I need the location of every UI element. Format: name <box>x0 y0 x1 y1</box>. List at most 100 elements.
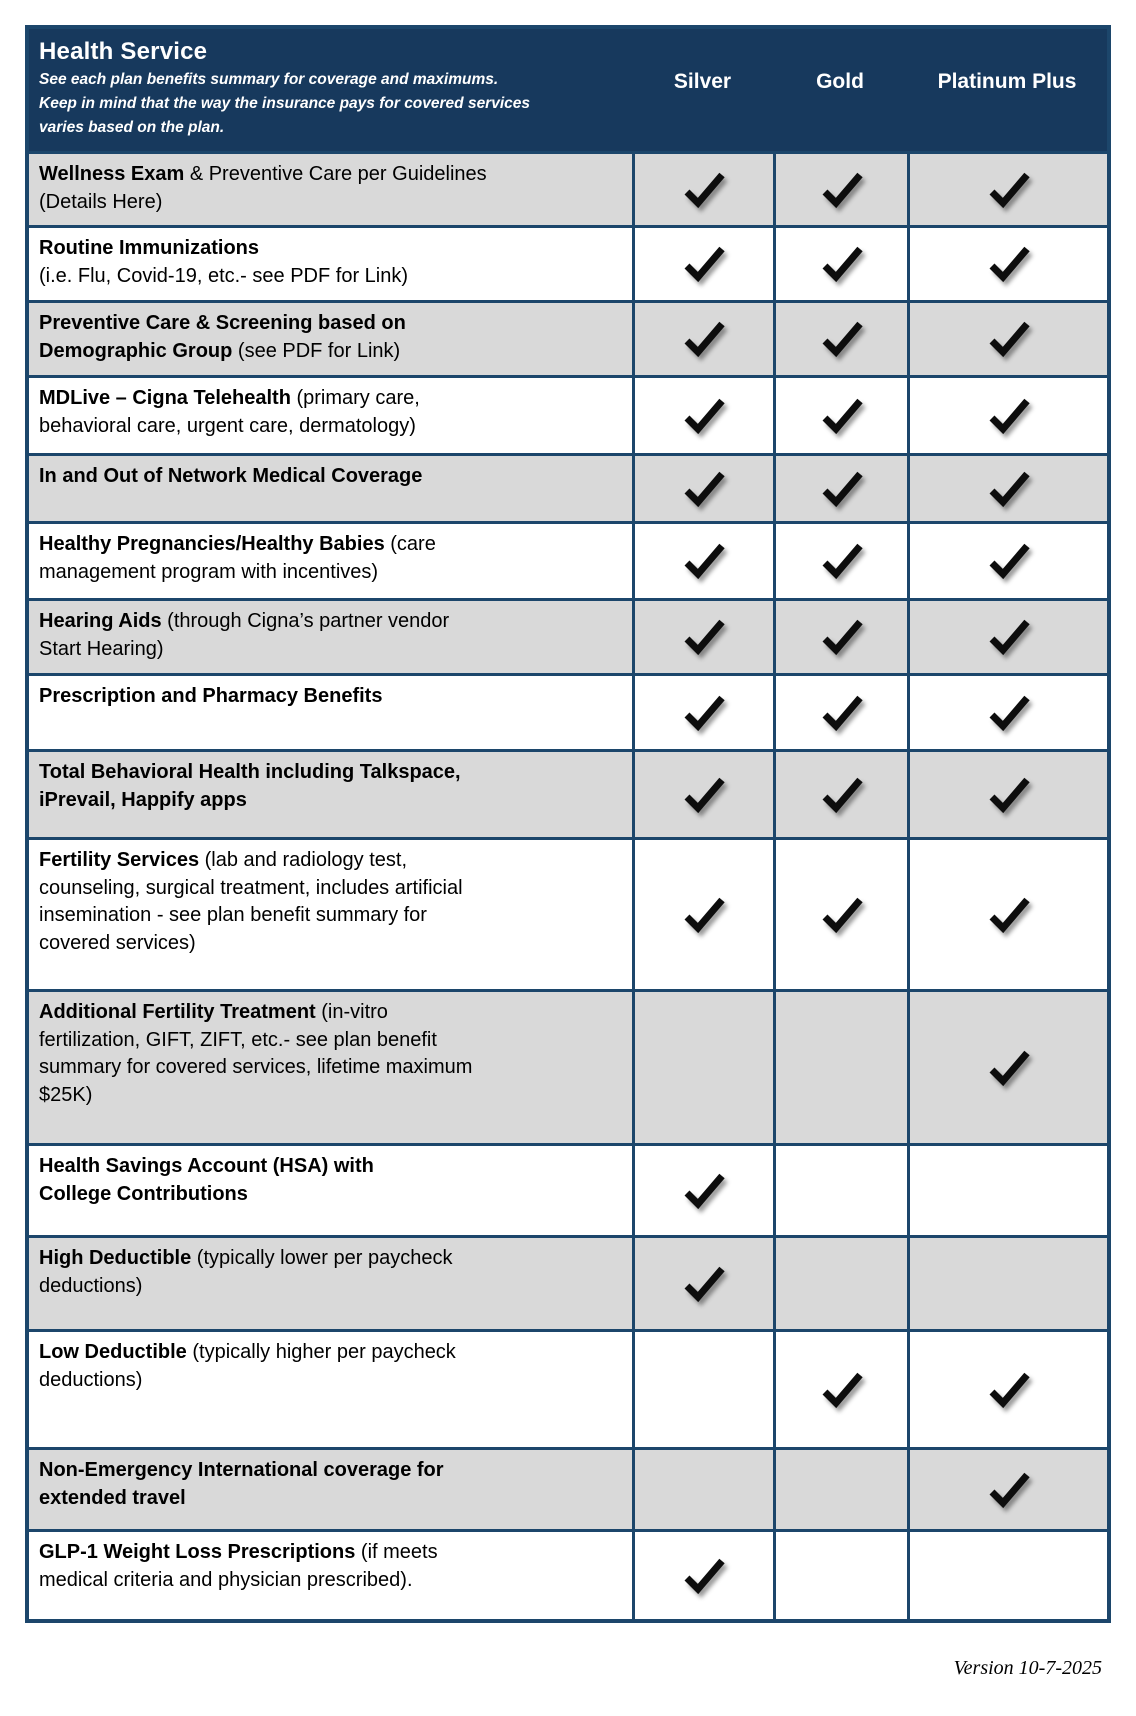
check-icon <box>819 693 865 733</box>
silver-cell <box>632 524 773 598</box>
platinum-plus-cell <box>907 1532 1107 1619</box>
service-name-detail: (care management program with incentives… <box>39 533 436 583</box>
page: Health Service See each plan benefits su… <box>25 25 1136 1680</box>
service-name-detail: (through Cigna’s partner vendor Start He… <box>39 610 450 660</box>
version-label: Version 10-7-2025 <box>953 1657 1102 1679</box>
check-icon <box>986 1048 1032 1088</box>
table-row: Health Savings Account (HSA) with Colleg… <box>29 1143 1107 1235</box>
check-icon <box>681 1171 727 1211</box>
platinum-plus-cell <box>907 676 1107 749</box>
table-row: GLP-1 Weight Loss Prescriptions (if meet… <box>29 1529 1107 1619</box>
gold-cell <box>773 992 907 1143</box>
table-row: High Deductible (typically lower per pay… <box>29 1235 1107 1329</box>
check-icon <box>986 396 1032 436</box>
service-name-cell: Health Savings Account (HSA) with Colleg… <box>29 1146 632 1235</box>
platinum-plus-cell <box>907 992 1107 1143</box>
check-icon <box>986 1470 1032 1510</box>
column-header-gold: Gold <box>816 70 864 93</box>
check-icon <box>986 319 1032 359</box>
silver-cell <box>632 154 773 225</box>
service-name-cell: Fertility Services (lab and radiology te… <box>29 840 632 989</box>
gold-cell <box>773 1238 907 1329</box>
service-name-detail: (if meets medical criteria and physician… <box>39 1541 438 1591</box>
check-icon <box>986 541 1032 581</box>
check-icon <box>681 170 727 210</box>
service-name-detail: (typically higher per paycheck deduction… <box>39 1341 456 1391</box>
table-row: Prescription and Pharmacy Benefits <box>29 673 1107 749</box>
table-row: Fertility Services (lab and radiology te… <box>29 837 1107 989</box>
table-row: Non-Emergency International coverage for… <box>29 1447 1107 1529</box>
check-icon <box>681 469 727 509</box>
table-row: Healthy Pregnancies/Healthy Babies (care… <box>29 521 1107 598</box>
column-header-platinum-plus: Platinum Plus <box>937 70 1077 93</box>
table-row: Preventive Care & Screening based on Dem… <box>29 300 1107 375</box>
check-icon <box>986 775 1032 815</box>
gold-cell <box>773 154 907 225</box>
gold-cell <box>773 676 907 749</box>
service-name-cell: High Deductible (typically lower per pay… <box>29 1238 632 1329</box>
service-name-cell: Prescription and Pharmacy Benefits <box>29 676 632 749</box>
platinum-plus-cell <box>907 303 1107 375</box>
service-name-cell: MDLive – Cigna Telehealth (primary care,… <box>29 378 632 453</box>
platinum-plus-cell <box>907 524 1107 598</box>
check-icon <box>819 469 865 509</box>
check-icon <box>681 1264 727 1304</box>
platinum-plus-cell <box>907 1146 1107 1235</box>
platinum-plus-cell <box>907 378 1107 453</box>
check-icon <box>986 469 1032 509</box>
check-icon <box>986 244 1032 284</box>
silver-cell <box>632 1532 773 1619</box>
table-row: Hearing Aids (through Cigna’s partner ve… <box>29 598 1107 673</box>
gold-cell <box>773 228 907 300</box>
gold-cell <box>773 1532 907 1619</box>
service-name-cell: Total Behavioral Health including Talksp… <box>29 752 632 837</box>
service-name-bold: Non-Emergency International coverage for… <box>39 1459 444 1509</box>
table-header-text: Health Service See each plan benefits su… <box>29 29 632 151</box>
service-name-detail: (typically lower per paycheck deductions… <box>39 1247 453 1297</box>
platinum-plus-cell <box>907 154 1107 225</box>
platinum-plus-cell <box>907 1238 1107 1329</box>
silver-cell <box>632 1332 773 1447</box>
service-name-detail: (i.e. Flu, Covid-19, etc.- see PDF for L… <box>39 264 409 287</box>
gold-cell <box>773 378 907 453</box>
service-name-cell: Additional Fertility Treatment (in-vitro… <box>29 992 632 1143</box>
table-row: Additional Fertility Treatment (in-vitro… <box>29 989 1107 1143</box>
column-header-silver: Silver <box>673 70 732 93</box>
gold-cell <box>773 601 907 673</box>
service-name-bold: Low Deductible <box>39 1341 187 1363</box>
check-icon <box>819 319 865 359</box>
silver-cell <box>632 378 773 453</box>
service-name-bold: Health Savings Account (HSA) with Colleg… <box>39 1155 374 1205</box>
gold-cell <box>773 1146 907 1235</box>
service-name-detail: & Preventive Care per Guidelines (Detail… <box>39 163 487 213</box>
service-name-bold: Prescription and Pharmacy Benefits <box>39 685 383 707</box>
silver-cell <box>632 601 773 673</box>
check-icon <box>819 541 865 581</box>
gold-cell <box>773 840 907 989</box>
check-icon <box>986 1370 1032 1410</box>
service-name-bold: Healthy Pregnancies/Healthy Babies <box>39 533 385 555</box>
check-icon <box>681 775 727 815</box>
service-name-cell: Low Deductible (typically higher per pay… <box>29 1332 632 1447</box>
table-row: In and Out of Network Medical Coverage <box>29 453 1107 521</box>
check-icon <box>819 244 865 284</box>
check-icon <box>681 617 727 657</box>
platinum-plus-cell <box>907 1332 1107 1447</box>
silver-cell <box>632 1146 773 1235</box>
service-name-bold: Preventive Care & Screening based on Dem… <box>39 312 406 362</box>
gold-cell <box>773 752 907 837</box>
table-header: Health Service See each plan benefits su… <box>29 29 1107 151</box>
silver-cell <box>632 992 773 1143</box>
check-icon <box>681 396 727 436</box>
gold-cell <box>773 303 907 375</box>
gold-cell <box>773 1332 907 1447</box>
platinum-plus-cell <box>907 601 1107 673</box>
platinum-plus-cell <box>907 1450 1107 1529</box>
check-icon <box>986 617 1032 657</box>
service-name-bold: Routine Immunizations <box>39 237 259 259</box>
service-name-bold: Fertility Services <box>39 849 200 871</box>
table-row: Routine Immunizations (i.e. Flu, Covid-1… <box>29 225 1107 300</box>
check-icon <box>681 319 727 359</box>
service-name-cell: Preventive Care & Screening based on Dem… <box>29 303 632 375</box>
service-name-bold: Total Behavioral Health including Talksp… <box>39 761 461 811</box>
